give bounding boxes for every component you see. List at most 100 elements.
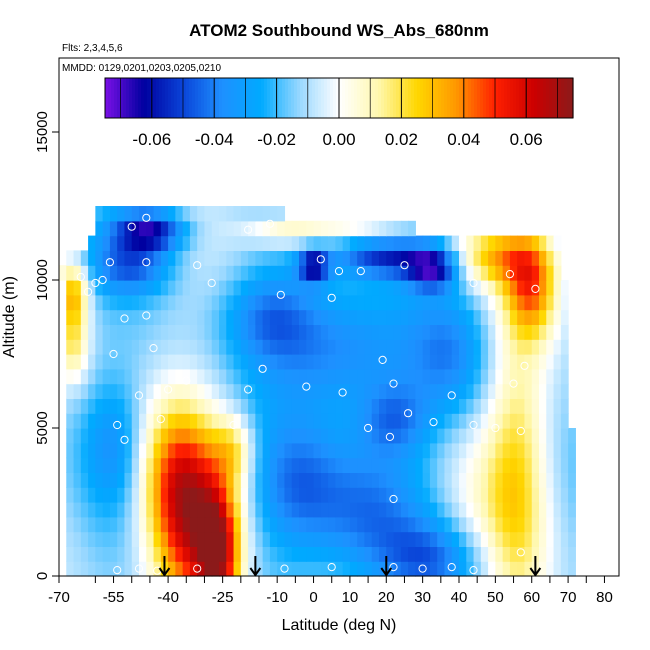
heatmap-cell xyxy=(240,309,249,325)
heatmap-cell xyxy=(211,516,220,533)
heatmap-cell xyxy=(80,265,89,281)
heatmap-cell xyxy=(539,368,547,385)
sample-point xyxy=(113,420,122,430)
colorbar-tick-label: 0.00 xyxy=(322,130,355,149)
heatmap-cell xyxy=(109,324,118,340)
heatmap-cell xyxy=(66,457,75,473)
heatmap-cell xyxy=(168,428,176,444)
colorbar-tick-label: -0.02 xyxy=(257,130,296,149)
colorbar-tick-label: -0.06 xyxy=(132,130,171,149)
heatmap-cell xyxy=(168,354,176,370)
heatmap-cell xyxy=(160,250,169,266)
heatmap-cell xyxy=(328,309,336,325)
heatmap-cell xyxy=(546,561,555,577)
heatmap-cell xyxy=(524,546,533,562)
heatmap-cell xyxy=(386,250,395,266)
heatmap-cell xyxy=(480,487,489,503)
heatmap-cell xyxy=(371,472,380,488)
heatmap-cell xyxy=(379,265,387,281)
heatmap-cell xyxy=(495,472,504,488)
heatmap-cell xyxy=(233,265,242,281)
colorbar-segment xyxy=(291,78,295,118)
heatmap-cell xyxy=(473,487,482,503)
heatmap-cell xyxy=(400,546,409,562)
heatmap-cell xyxy=(451,339,460,355)
heatmap-cell xyxy=(102,280,111,296)
heatmap-cell xyxy=(349,250,358,266)
heatmap-cell xyxy=(509,235,518,251)
heatmap-cell xyxy=(204,383,213,399)
heatmap-cell xyxy=(466,428,475,444)
heatmap-cell xyxy=(66,442,75,459)
heatmap-cell xyxy=(400,354,409,370)
heatmap-cell xyxy=(357,235,366,251)
heatmap-cell xyxy=(415,368,424,385)
heatmap-cell xyxy=(459,339,467,355)
heatmap-cell xyxy=(102,442,111,459)
heatmap-cell xyxy=(124,235,133,251)
heatmap-cell xyxy=(277,531,286,547)
heatmap-cell xyxy=(248,220,256,237)
colorbar-segment xyxy=(354,78,358,118)
heatmap-cell xyxy=(313,398,322,414)
heatmap-cell xyxy=(429,250,438,266)
heatmap-cell xyxy=(422,487,431,503)
heatmap-cell xyxy=(175,472,184,488)
heatmap-cell xyxy=(466,354,475,370)
heatmap-cell xyxy=(255,294,264,311)
heatmap-cell xyxy=(371,487,380,503)
heatmap-cell xyxy=(393,294,402,311)
heatmap-cell xyxy=(204,487,213,503)
heatmap-cell xyxy=(306,368,315,385)
heatmap-cell xyxy=(495,280,504,296)
heatmap-cell xyxy=(160,206,169,222)
colorbar-tick-label: 0.06 xyxy=(510,130,543,149)
heatmap-cell xyxy=(66,368,75,385)
heatmap-cell xyxy=(328,546,336,562)
heatmap-cell xyxy=(495,309,504,325)
colorbar-segment xyxy=(228,78,232,118)
heatmap-cell xyxy=(502,235,511,251)
colorbar-segment xyxy=(528,78,532,118)
heatmap-cell xyxy=(357,561,366,577)
heatmap-cell xyxy=(429,561,438,577)
heatmap-cell xyxy=(422,309,431,325)
heatmap-cell xyxy=(204,309,213,325)
sample-point xyxy=(229,420,238,430)
heatmap-cell xyxy=(342,516,351,533)
heatmap-cell xyxy=(371,368,380,385)
colorbar-segment xyxy=(474,78,478,118)
colorbar-segment xyxy=(480,78,484,118)
heatmap-cell xyxy=(539,472,547,488)
heatmap-cell xyxy=(124,531,133,547)
heatmap-cell xyxy=(88,383,96,399)
heatmap-cell xyxy=(197,546,206,562)
heatmap-cell xyxy=(153,294,162,311)
heatmap-cell xyxy=(393,383,402,399)
heatmap-cell xyxy=(473,457,482,473)
heatmap-cell xyxy=(546,413,555,429)
heatmap-cell xyxy=(320,250,329,266)
heatmap-cell xyxy=(400,561,409,577)
y-axis-label: Altitude (m) xyxy=(1,276,18,358)
heatmap-cell xyxy=(444,235,453,251)
heatmap-cell xyxy=(459,546,467,562)
colorbar-segment xyxy=(516,78,520,118)
heatmap-cell xyxy=(66,280,75,296)
heatmap-cell xyxy=(364,413,373,429)
sample-point xyxy=(316,255,325,264)
heatmap-cell xyxy=(328,280,336,296)
heatmap-cell xyxy=(502,294,511,311)
heatmap-cell xyxy=(488,280,496,296)
heatmap-cell xyxy=(437,472,446,488)
colorbar-segment xyxy=(525,78,529,118)
heatmap-cell xyxy=(80,309,89,325)
heatmap-cell xyxy=(342,428,351,444)
heatmap-cell xyxy=(255,472,264,488)
heatmap-cell xyxy=(459,280,467,296)
heatmap-cell xyxy=(160,531,169,547)
heatmap-cell xyxy=(349,368,358,385)
heatmap-cell xyxy=(349,428,358,444)
heatmap-cell xyxy=(517,354,526,370)
heatmap-cell xyxy=(255,324,264,340)
